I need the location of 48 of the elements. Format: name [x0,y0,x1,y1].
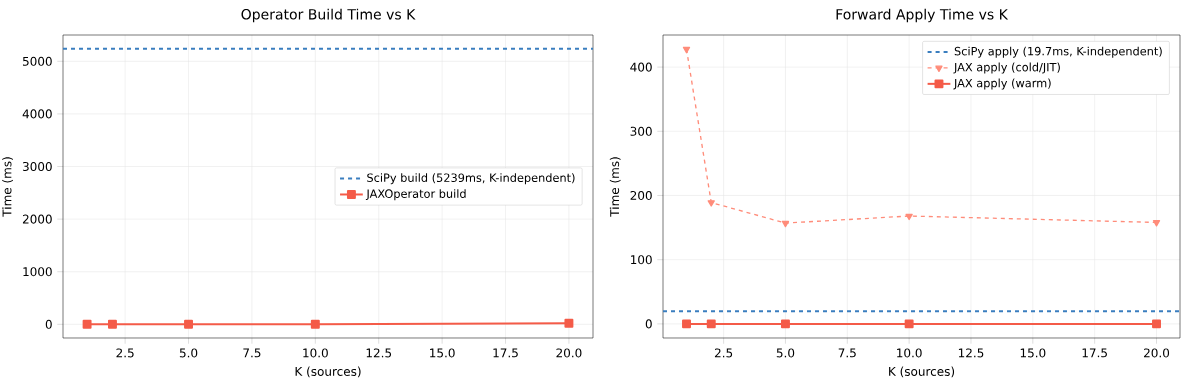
point [707,200,715,207]
x-tick-label: 15.0 [1020,348,1046,358]
point [904,319,914,329]
x-tick-label: 17.5 [1082,348,1107,358]
x-tick-label: 20.0 [556,348,582,358]
y-tick-label: 0 [645,319,652,329]
legend-label: JAX apply (warm) [953,78,1051,90]
x-tick-label: 7.5 [838,348,856,358]
y-axis-title: Time (ms) [2,157,13,217]
y-tick-label: 2000 [22,214,52,224]
x-tick-label: 17.5 [493,348,518,358]
y-tick-label: 300 [630,126,652,136]
legend-label: SciPy build (5239ms, K-independent) [367,173,575,185]
x-tick-label: 15.0 [430,348,455,358]
point [905,213,913,221]
x-tick-label: 2.5 [116,348,134,358]
y-tick-label: 4000 [22,109,52,119]
x-axis-title: K (sources) [889,366,955,378]
y-tick-label: 100 [631,255,652,265]
point [682,319,691,329]
y-axis-title: Time (ms) [609,157,621,217]
y-tick-label: 3000 [22,161,52,172]
point [682,46,691,54]
y-tick-label: 5000 [22,56,52,66]
x-tick-label: 5.0 [179,348,198,358]
point [780,319,790,329]
point [706,319,716,329]
x-tick-label: 12.5 [958,348,984,358]
chart-title: Operator Build Time vs K [241,8,416,23]
legend-label: JAXOperator build [365,189,466,201]
x-tick-label: 2.5 [714,348,733,358]
y-tick-label: 200 [630,190,652,201]
y-tick-label: 1000 [23,267,52,277]
y-tick-label: 0 [45,319,52,329]
y-tick-label: 400 [630,62,652,72]
x-tick-label: 5.0 [776,348,795,358]
legend-label: SciPy apply (19.7ms, K-independent) [954,46,1162,58]
x-tick-label: 10.0 [303,348,328,358]
x-tick-label: 20.0 [1144,348,1170,358]
x-tick-label: 10.0 [897,348,922,358]
x-tick-label: 12.5 [366,348,392,358]
point [781,220,790,228]
x-axis-title: K (sources) [295,366,361,378]
x-tick-label: 7.5 [243,348,261,358]
point [1152,319,1161,329]
point [1152,220,1161,227]
chart-title: Forward Apply Time vs K [836,8,1009,23]
legend-label: JAX apply (cold/JIT) [953,62,1060,74]
